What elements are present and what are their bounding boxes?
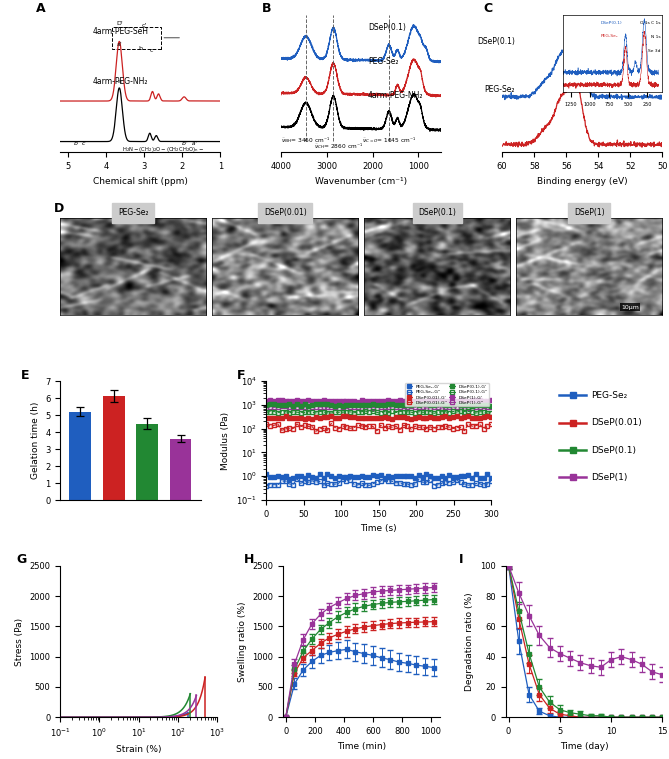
Text: b'  a': b' a' [182,140,197,146]
X-axis label: Binding energy (eV): Binding energy (eV) [537,177,628,185]
X-axis label: Chemical shift (ppm): Chemical shift (ppm) [93,177,188,185]
Bar [70,411,91,500]
Text: c': c' [141,23,147,28]
Bar [112,27,161,49]
Text: $\tilde{\nu}_{NH}$= 3460 cm⁻¹: $\tilde{\nu}_{NH}$= 3460 cm⁻¹ [281,134,330,144]
Text: C: C [483,2,492,15]
Text: DSeP(0.1): DSeP(0.1) [591,446,636,455]
Title: DSeP(0.1): DSeP(0.1) [418,208,456,217]
Text: PEG-Se₂: PEG-Se₂ [484,85,515,93]
Text: a': a' [116,43,122,47]
Text: D': D' [116,20,122,26]
Text: DSeP(0.1): DSeP(0.1) [368,23,406,32]
Title: DSeP(0.01): DSeP(0.01) [264,208,306,217]
Title: PEG-Se₂: PEG-Se₂ [118,208,149,217]
Text: E: E [21,369,29,382]
Text: DSeP(0.1): DSeP(0.1) [477,37,515,46]
X-axis label: Wavenumber (cm⁻¹): Wavenumber (cm⁻¹) [315,177,407,185]
Text: 10μm: 10μm [622,304,639,310]
Text: A: A [36,2,45,15]
Y-axis label: Gelation time (h): Gelation time (h) [31,402,39,479]
Text: PEG-Se₂: PEG-Se₂ [368,57,399,66]
Text: $\rm{H_2N-(CH_2)_2O-(CH_2CH_2O)_n-}$: $\rm{H_2N-(CH_2)_2O-(CH_2CH_2O)_n-}$ [122,146,204,154]
Y-axis label: Modulus (Pa): Modulus (Pa) [221,411,230,470]
Text: b: b [138,46,142,51]
Legend: PEG-Se₂-G', PEG-Se₂-G'', DSeP(0.01)-G', DSeP(0.01)-G'', DSeP(0.1)-G', DSeP(0.1)-: PEG-Se₂-G', PEG-Se₂-G'', DSeP(0.01)-G', … [405,383,489,406]
Text: DSeP(1): DSeP(1) [591,473,627,482]
X-axis label: Time (min): Time (min) [337,742,386,751]
Text: F: F [237,369,246,382]
X-axis label: Time (s): Time (s) [361,524,397,534]
Text: B: B [262,2,272,15]
Text: a: a [117,79,121,84]
X-axis label: Strain (%): Strain (%) [116,745,161,754]
Title: DSeP(1): DSeP(1) [574,208,605,217]
Bar [136,424,158,500]
Text: 4arm-PEG-SeH: 4arm-PEG-SeH [92,27,149,36]
Text: $\tilde{\nu}_{C=O}$= 1645 cm⁻¹: $\tilde{\nu}_{C=O}$= 1645 cm⁻¹ [362,134,416,144]
Y-axis label: Swelling ratio (%): Swelling ratio (%) [237,601,247,682]
Text: b  c: b c [74,140,85,146]
Bar [103,396,124,500]
Text: DSeP(0.01): DSeP(0.01) [591,418,642,427]
Text: I: I [458,553,463,565]
X-axis label: Time (day): Time (day) [559,742,608,751]
Text: 4arm-PEG-NH₂: 4arm-PEG-NH₂ [92,77,148,87]
Text: c: c [150,48,153,53]
Text: $\tilde{\nu}_{CH}$= 2860 cm⁻¹: $\tilde{\nu}_{CH}$= 2860 cm⁻¹ [314,140,363,150]
Text: H: H [244,553,254,565]
Text: D: D [54,202,65,215]
Text: 4arm-PEG-NH₂: 4arm-PEG-NH₂ [368,91,423,100]
Y-axis label: Stress (Pa): Stress (Pa) [15,617,24,666]
Text: G: G [16,553,27,565]
Text: PEG-Se₂: PEG-Se₂ [591,391,627,400]
Bar [170,439,191,500]
Y-axis label: Degradation ratio (%): Degradation ratio (%) [466,592,474,691]
